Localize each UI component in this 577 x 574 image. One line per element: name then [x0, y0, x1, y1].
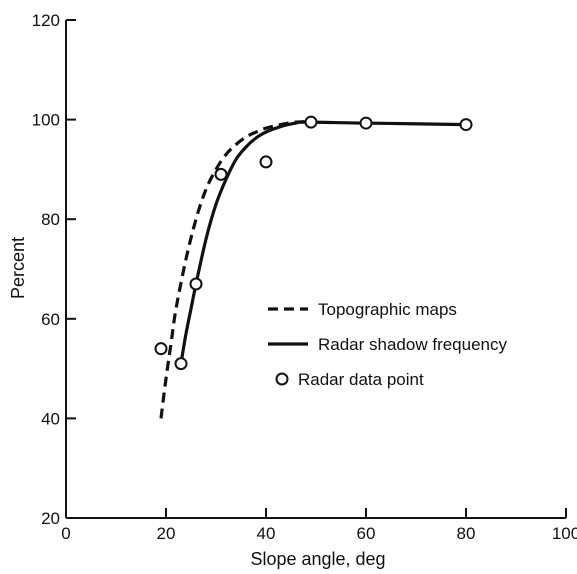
legend-label: Topographic maps: [318, 300, 457, 319]
radar-data-point: [174, 357, 188, 371]
radar-data-point: [359, 116, 373, 130]
topographic-maps-line: [159, 120, 307, 419]
legend-marker-radar-data-point: [275, 372, 289, 386]
y-tick-label: 100: [32, 111, 60, 130]
x-tick-label: 40: [257, 524, 276, 543]
radar-data-point: [154, 342, 168, 356]
y-tick-label: 80: [41, 210, 60, 229]
y-tick-label: 60: [41, 310, 60, 329]
radar-data-point: [214, 167, 228, 181]
series-layer: [159, 120, 467, 419]
y-tick-label: 120: [32, 11, 60, 30]
radar-data-point: [304, 115, 318, 129]
x-tick-label: 20: [157, 524, 176, 543]
legend-label: Radar shadow frequency: [318, 335, 508, 354]
y-tick-label: 40: [41, 409, 60, 428]
x-axis-label: Slope angle, deg: [250, 549, 385, 569]
x-tick-label: 80: [457, 524, 476, 543]
markers-layer: [154, 115, 473, 371]
x-tick-label: 100: [552, 524, 577, 543]
x-tick-label: 0: [61, 524, 70, 543]
radar-data-point: [189, 277, 203, 291]
y-axis-label: Percent: [8, 237, 28, 299]
legend: Topographic maps Radar shadow frequency Ra…: [268, 300, 508, 389]
radar-shadow-frequency-line: [179, 120, 467, 364]
y-tick-label: 20: [41, 509, 60, 528]
radar-data-point: [459, 118, 473, 132]
radar-data-point: [259, 155, 273, 169]
legend-label: Radar data point: [298, 370, 424, 389]
x-tick-label: 60: [357, 524, 376, 543]
